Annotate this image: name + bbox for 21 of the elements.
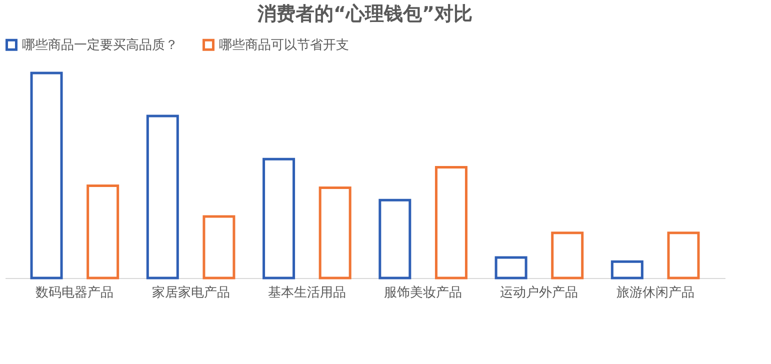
x-tick-label: 旅游休闲产品 xyxy=(616,286,694,300)
bar xyxy=(434,166,468,280)
x-tick-label: 家居家电产品 xyxy=(152,284,230,300)
x-tick-label: 数码电器产品 xyxy=(36,286,114,300)
bar xyxy=(318,186,352,280)
bar xyxy=(610,260,644,280)
bar xyxy=(378,198,412,280)
bar xyxy=(30,72,63,280)
legend-label: 哪些商品一定要买高品质？ xyxy=(22,36,178,53)
bar xyxy=(202,215,236,280)
x-tick-label: 服饰美妆产品 xyxy=(384,284,462,300)
x-tick-label: 运动户外产品 xyxy=(500,286,578,300)
bar xyxy=(494,256,528,280)
bar xyxy=(262,158,296,280)
bar xyxy=(667,232,700,280)
legend-label: 哪些商品可以节省开支 xyxy=(219,38,349,53)
bar xyxy=(146,114,179,280)
bar xyxy=(86,184,120,280)
chart-title: 消费者的“心理钱包”对比 xyxy=(256,3,472,25)
bar xyxy=(551,232,584,280)
x-tick-label: 基本生活用品 xyxy=(268,286,346,300)
